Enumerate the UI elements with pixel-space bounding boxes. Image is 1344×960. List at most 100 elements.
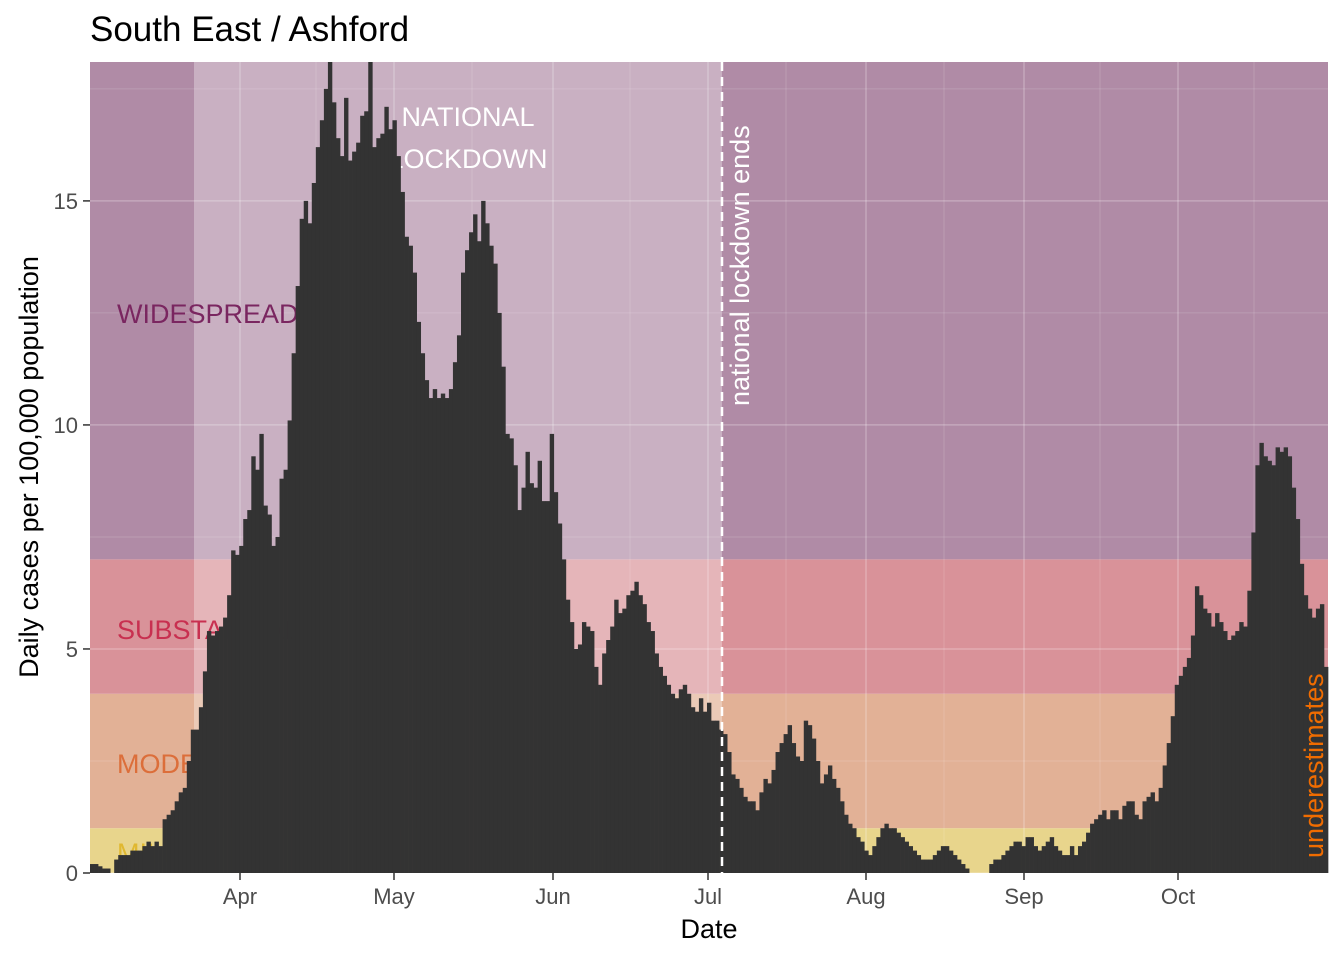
bar	[1134, 814, 1139, 873]
bar	[1303, 595, 1309, 873]
bar	[267, 514, 272, 873]
bar	[856, 837, 861, 873]
bar	[461, 272, 466, 874]
bar	[614, 599, 619, 873]
bar	[711, 720, 716, 873]
bar	[174, 801, 180, 873]
bar	[827, 765, 833, 873]
bar	[880, 828, 885, 873]
bar	[940, 846, 946, 873]
bar	[1061, 855, 1067, 873]
x-tick-label: Jul	[694, 884, 722, 909]
bar	[795, 756, 801, 873]
bar	[831, 778, 837, 873]
bar	[335, 138, 341, 874]
bar	[178, 792, 184, 873]
bar	[1307, 608, 1313, 873]
bar	[1186, 657, 1192, 873]
bar	[904, 841, 909, 873]
bar	[1069, 846, 1075, 873]
bar	[368, 62, 373, 873]
bar	[158, 846, 163, 873]
bar	[162, 819, 167, 873]
bar	[743, 796, 748, 873]
bar	[811, 738, 817, 873]
bar	[493, 263, 498, 873]
bar	[452, 362, 458, 873]
bar	[783, 734, 788, 873]
bar	[1037, 850, 1043, 873]
bar	[1170, 716, 1176, 873]
bar	[658, 666, 663, 873]
bar	[638, 595, 643, 873]
bar	[622, 608, 627, 873]
bar	[102, 868, 107, 873]
bar	[1118, 819, 1123, 873]
bar	[791, 743, 797, 873]
underestimates-label: underestimates	[1299, 673, 1329, 858]
bar	[1311, 617, 1317, 873]
bar	[602, 653, 607, 873]
bar	[315, 147, 321, 873]
bar	[581, 622, 587, 873]
bar	[1271, 465, 1276, 873]
x-tick-label: Sep	[1004, 884, 1043, 909]
bar	[303, 200, 309, 873]
bar	[1315, 608, 1321, 873]
bar	[549, 433, 555, 873]
bar	[279, 478, 284, 873]
lockdown-end-label: national lockdown ends	[725, 125, 755, 406]
bar	[1243, 626, 1248, 873]
bar	[1263, 456, 1268, 873]
bar	[501, 366, 506, 873]
bar	[618, 613, 623, 873]
bar	[1198, 595, 1204, 873]
bar	[654, 653, 659, 873]
bar	[630, 590, 635, 873]
bar	[852, 828, 857, 873]
bar	[1122, 805, 1127, 873]
bar	[1287, 456, 1293, 873]
bar	[1033, 846, 1038, 873]
bar	[952, 855, 958, 873]
bar	[1251, 532, 1256, 873]
bar	[130, 850, 135, 873]
bar	[779, 743, 784, 873]
bar	[307, 223, 313, 874]
bar	[1255, 465, 1260, 873]
bar	[1098, 814, 1103, 873]
bar	[428, 398, 434, 873]
bar	[138, 850, 143, 873]
bar	[1053, 846, 1059, 873]
bar	[98, 866, 103, 873]
y-tick-label: 0	[66, 861, 78, 886]
bar	[1114, 810, 1119, 873]
bar	[259, 433, 264, 873]
bar	[1146, 796, 1151, 873]
bar	[432, 389, 438, 873]
bar	[646, 622, 651, 873]
bar	[739, 787, 744, 873]
bar	[231, 550, 236, 873]
bar	[331, 102, 337, 873]
bar	[529, 483, 534, 873]
bar	[920, 859, 926, 873]
bar	[235, 554, 240, 873]
bar	[295, 286, 301, 873]
bar	[1162, 765, 1168, 873]
bar	[465, 250, 470, 873]
bar	[1041, 846, 1047, 873]
bar	[948, 850, 954, 873]
bar	[1323, 666, 1329, 873]
bar	[670, 693, 676, 873]
bar	[223, 617, 228, 873]
bar	[255, 469, 260, 873]
bar	[1207, 613, 1212, 873]
bar	[344, 97, 349, 874]
bar	[219, 626, 224, 873]
bar	[723, 734, 728, 873]
bar	[545, 501, 551, 873]
bar	[94, 864, 99, 873]
bar	[989, 864, 994, 873]
bar	[1086, 832, 1091, 873]
